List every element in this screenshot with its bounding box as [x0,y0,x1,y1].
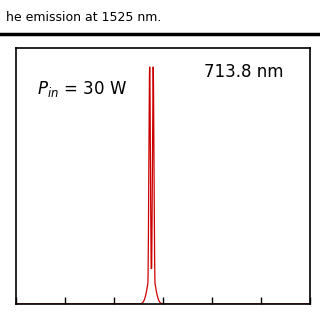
Text: 713.8 nm: 713.8 nm [204,63,284,81]
Text: he emission at 1525 nm.: he emission at 1525 nm. [6,11,162,24]
Text: $P_{in}$ = 30 W: $P_{in}$ = 30 W [36,79,127,99]
